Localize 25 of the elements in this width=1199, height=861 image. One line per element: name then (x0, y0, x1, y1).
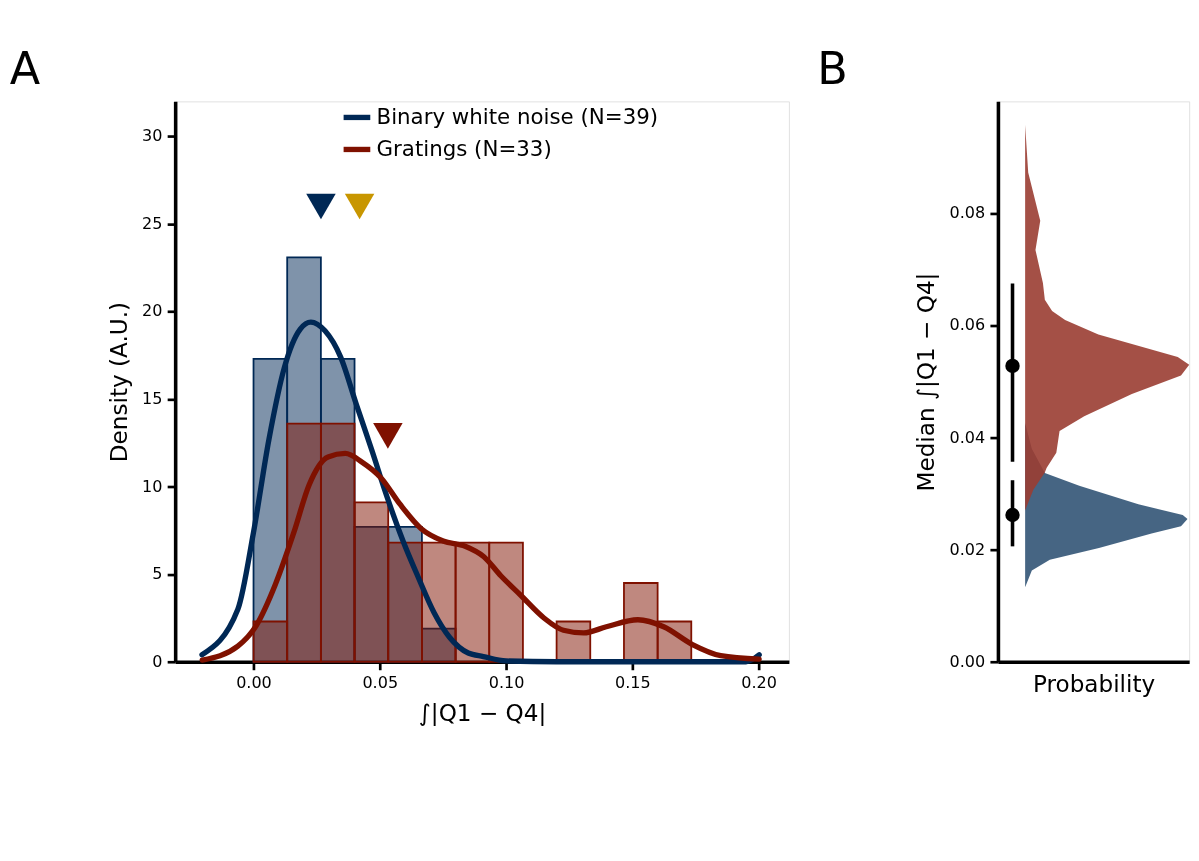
x-tick-label: 0.20 (741, 673, 777, 693)
x-tick-label: 0.05 (362, 673, 399, 693)
y-tick-label: 0.00 (949, 651, 986, 671)
y-tick-label: 0.06 (949, 315, 986, 335)
y-tick-label: 0.04 (949, 427, 986, 447)
y-tick-label: 25 (141, 213, 163, 233)
y-tick-label: 20 (141, 301, 163, 321)
y-tick-label: 5 (152, 564, 163, 584)
y-axis-title: Density (A.U.) (105, 301, 132, 463)
y-axis-title: Median ∫|Q1 − Q4| (913, 272, 940, 492)
y-tick-label: 10 (141, 476, 163, 496)
chart-title: A (9, 42, 41, 94)
y-tick-label: 0.08 (949, 203, 986, 223)
chart-title: B (817, 42, 848, 94)
legend-label: Gratings (N=33) (376, 135, 552, 161)
y-tick-label: 30 (141, 126, 163, 146)
x-tick-label: 0.10 (488, 673, 525, 693)
x-tick-label: 0.15 (615, 673, 651, 693)
y-tick-label: 0.02 (949, 539, 986, 559)
x-tick-label: 0.00 (236, 673, 272, 693)
legend-label: Binary white noise (N=39) (376, 103, 659, 129)
y-tick-label: 0 (152, 651, 163, 671)
x-axis-title: Probability (1032, 670, 1156, 697)
y-tick-label: 15 (141, 389, 163, 409)
x-axis-title: ∫|Q1 − Q4| (418, 699, 547, 726)
